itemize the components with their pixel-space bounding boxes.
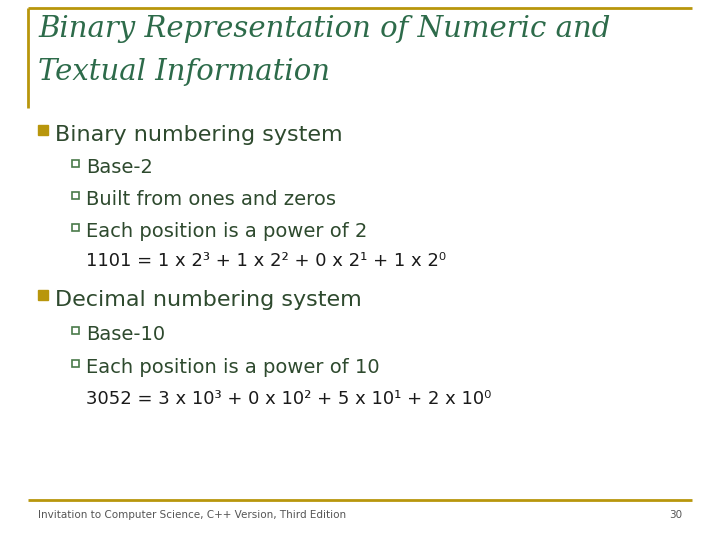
Text: 1101 = 1 x 2³ + 1 x 2² + 0 x 2¹ + 1 x 2⁰: 1101 = 1 x 2³ + 1 x 2² + 0 x 2¹ + 1 x 2⁰ [86, 252, 446, 270]
Text: Binary Representation of Numeric and: Binary Representation of Numeric and [38, 15, 611, 43]
Text: Textual Information: Textual Information [38, 58, 330, 86]
Text: 30: 30 [669, 510, 682, 520]
Bar [38, 290, 48, 300]
Text: Binary numbering system: Binary numbering system [55, 125, 343, 145]
Text: Built from ones and zeros: Built from ones and zeros [86, 190, 336, 209]
Text: 3052 = 3 x 10³ + 0 x 10² + 5 x 10¹ + 2 x 10⁰: 3052 = 3 x 10³ + 0 x 10² + 5 x 10¹ + 2 x… [86, 390, 491, 408]
Text: Base-10: Base-10 [86, 325, 165, 344]
Bar [72, 327, 79, 334]
Text: Base-2: Base-2 [86, 158, 153, 177]
Bar [72, 192, 79, 199]
Bar [72, 360, 79, 367]
Text: Each position is a power of 10: Each position is a power of 10 [86, 358, 379, 377]
Bar [38, 125, 48, 135]
Bar [72, 160, 79, 167]
Bar [72, 224, 79, 231]
Text: Decimal numbering system: Decimal numbering system [55, 290, 361, 310]
Text: Each position is a power of 2: Each position is a power of 2 [86, 222, 367, 241]
Text: Invitation to Computer Science, C++ Version, Third Edition: Invitation to Computer Science, C++ Vers… [38, 510, 346, 520]
